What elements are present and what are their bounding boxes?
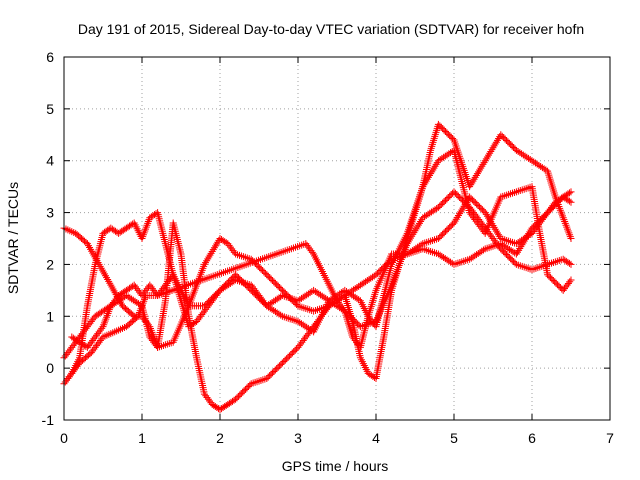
point-track-d-41-4 bbox=[565, 259, 573, 267]
point-track-b-15-8 bbox=[277, 311, 285, 319]
y-tick-label-1: 0 bbox=[46, 360, 54, 376]
point-track-a-30-8 bbox=[479, 246, 487, 254]
point-track-c-end bbox=[567, 276, 575, 284]
y-tick-label-6: 5 bbox=[46, 101, 54, 117]
ticks: 0 1 2 3 4 5 6 7 -1 0 1 2 3 4 5 6 bbox=[42, 49, 615, 446]
series-track-c bbox=[68, 146, 575, 414]
x-tick-label-1: 1 bbox=[138, 430, 146, 446]
point-track-e-35-4 bbox=[565, 197, 573, 205]
data-points bbox=[60, 120, 575, 414]
y-axis-label: SDTVAR / TECUs bbox=[5, 182, 21, 294]
x-tick-label-5: 5 bbox=[450, 430, 458, 446]
x-tick-label-3: 3 bbox=[294, 430, 302, 446]
point-track-a-end bbox=[567, 188, 575, 196]
point-track-e-30-8 bbox=[526, 230, 534, 238]
x-tick-label-0: 0 bbox=[60, 430, 68, 446]
grid bbox=[64, 57, 610, 420]
series-track-d bbox=[60, 188, 575, 388]
x-tick-label-4: 4 bbox=[372, 430, 380, 446]
point-track-a-32-8 bbox=[511, 249, 519, 257]
y-tick-label-5: 4 bbox=[46, 153, 54, 169]
point-track-b-end bbox=[567, 235, 575, 242]
point-track-e-16-5 bbox=[340, 305, 347, 313]
x-tick-label-7: 7 bbox=[606, 430, 614, 446]
x-tick-label-6: 6 bbox=[528, 430, 536, 446]
y-tick-label-4: 3 bbox=[46, 205, 54, 221]
point-track-d-end bbox=[567, 260, 575, 268]
chart-title: Day 191 of 2015, Sidereal Day-to-day VTE… bbox=[78, 21, 584, 37]
series-track-e bbox=[60, 193, 575, 362]
point-track-a-36-4 bbox=[565, 189, 573, 197]
y-tick-label-3: 2 bbox=[46, 256, 54, 272]
point-track-e-end bbox=[567, 198, 575, 206]
point-track-d-0-5 bbox=[67, 371, 74, 379]
y-tick-label-2: 1 bbox=[46, 308, 54, 324]
plot-frame bbox=[63, 56, 611, 421]
y-tick-label-7: 6 bbox=[46, 49, 54, 65]
point-track-e-7-4 bbox=[129, 282, 137, 290]
point-track-a-5-7 bbox=[129, 311, 137, 319]
point-track-c-44-5 bbox=[566, 278, 574, 286]
x-tick-label-2: 2 bbox=[216, 430, 224, 446]
point-track-c-24-11 bbox=[324, 304, 332, 312]
y-tick-label-0: -1 bbox=[42, 412, 55, 428]
point-track-e-12-5 bbox=[308, 248, 316, 256]
point-track-c-3-5 bbox=[98, 324, 106, 332]
point-track-e-23-8 bbox=[417, 241, 425, 249]
x-axis-label: GPS time / hours bbox=[282, 458, 389, 474]
point-track-c-1-4 bbox=[82, 342, 90, 350]
